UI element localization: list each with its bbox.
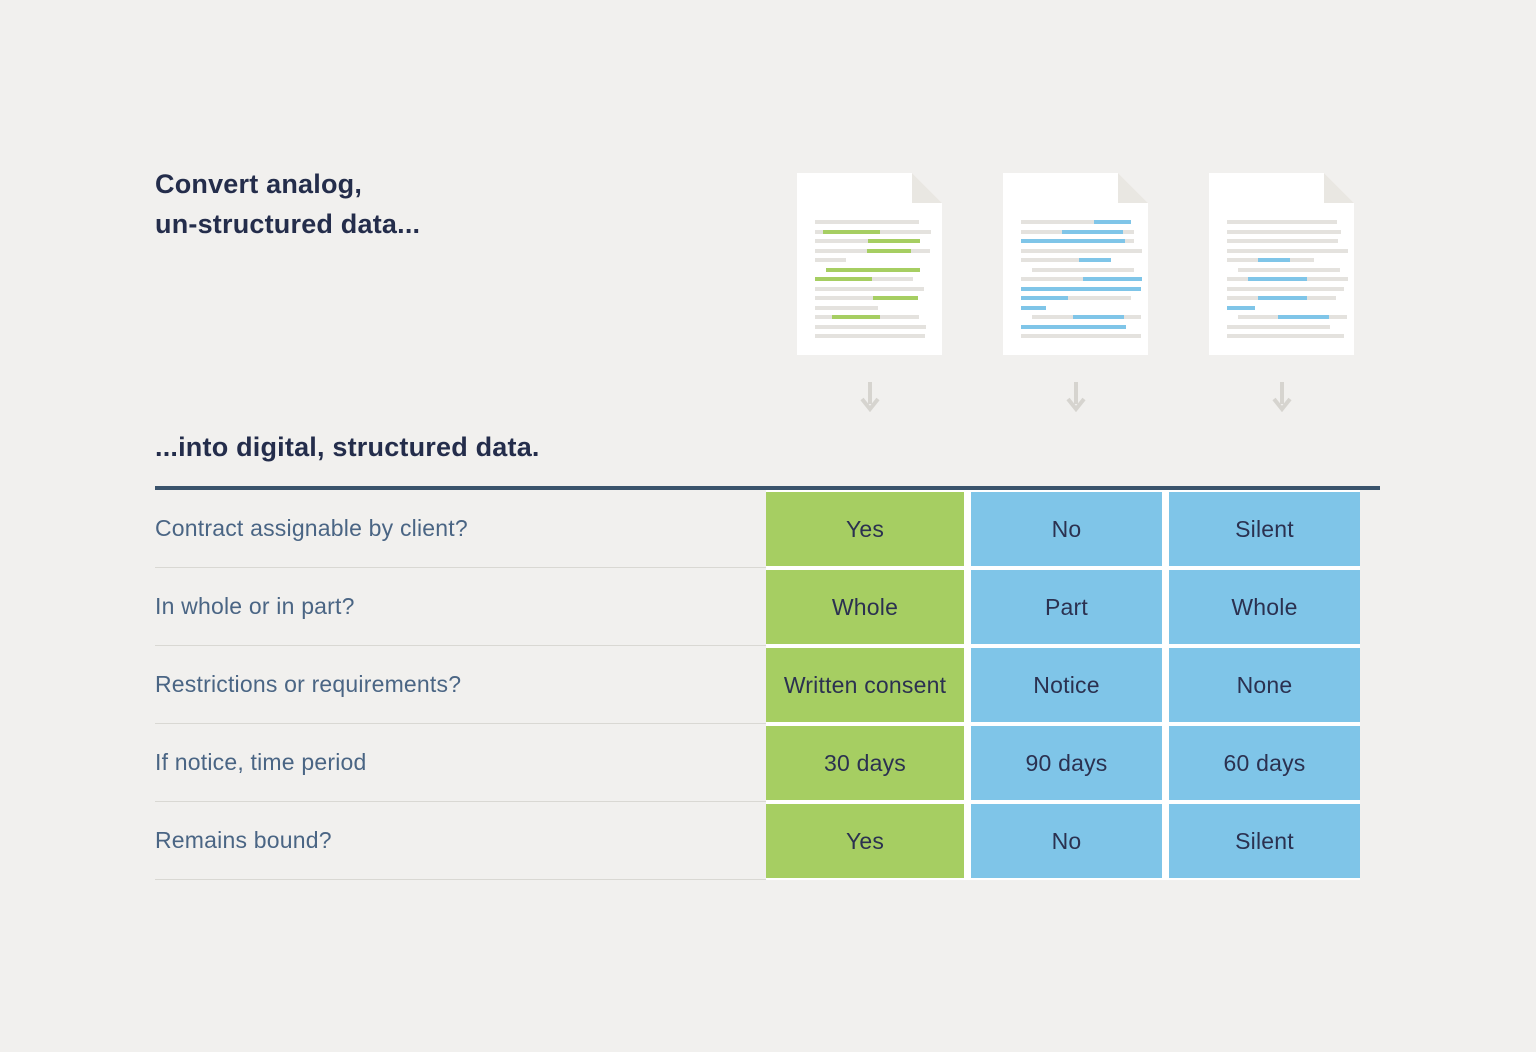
doc-text-line bbox=[1021, 220, 1142, 224]
document-icon bbox=[1003, 173, 1148, 355]
doc-text-line bbox=[1021, 334, 1142, 338]
doc-text-line bbox=[1021, 305, 1142, 310]
table-cell: None bbox=[1162, 646, 1360, 724]
doc-text-line bbox=[1227, 258, 1348, 262]
doc-text-line bbox=[815, 239, 936, 243]
heading-analog: Convert analog, un-structured data... bbox=[155, 164, 420, 244]
doc-text-line bbox=[1227, 267, 1348, 272]
doc-text-line bbox=[815, 305, 936, 310]
doc-text-line bbox=[815, 296, 936, 300]
table-row: In whole or in part? Whole Part Whole bbox=[155, 568, 1380, 646]
doc-text-line bbox=[815, 277, 936, 281]
doc-text-line bbox=[1021, 286, 1142, 291]
down-arrow-icon bbox=[1209, 380, 1354, 412]
doc-text-line bbox=[1227, 296, 1348, 300]
table-cell: 90 days bbox=[964, 724, 1162, 802]
doc-text-line bbox=[1021, 324, 1142, 329]
doc-text-line bbox=[815, 220, 936, 224]
doc-text-line bbox=[1021, 315, 1142, 319]
row-label: Remains bound? bbox=[155, 802, 766, 880]
row-label: Restrictions or requirements? bbox=[155, 646, 766, 724]
doc-text-line bbox=[1021, 248, 1142, 253]
heading-analog-line2: un-structured data... bbox=[155, 209, 421, 239]
row-label: In whole or in part? bbox=[155, 568, 766, 646]
doc-text-line bbox=[1227, 334, 1348, 338]
table-cell: No bbox=[964, 490, 1162, 568]
heading-digital: ...into digital, structured data. bbox=[155, 432, 540, 462]
doc-text-line bbox=[1227, 229, 1348, 234]
doc-text-line bbox=[1021, 277, 1142, 281]
table-row: Remains bound? Yes No Silent bbox=[155, 802, 1380, 880]
table-cell: Yes bbox=[766, 490, 964, 568]
table-cell: Yes bbox=[766, 802, 964, 880]
table-cell: Silent bbox=[1162, 802, 1360, 880]
table-cell: 60 days bbox=[1162, 724, 1360, 802]
comparison-table-body: Contract assignable by client? Yes No Silen… bbox=[155, 490, 1380, 880]
arrows-strip bbox=[797, 380, 1354, 412]
table-cell: Whole bbox=[766, 568, 964, 646]
doc-text-line bbox=[815, 258, 936, 262]
down-arrow-icon bbox=[797, 380, 942, 412]
doc-text-line bbox=[815, 315, 936, 319]
doc-text-line bbox=[815, 334, 936, 338]
doc-text-line bbox=[1021, 296, 1142, 300]
doc-text-line bbox=[1227, 315, 1348, 319]
table-row: Restrictions or requirements? Written con… bbox=[155, 646, 1380, 724]
doc-text-line bbox=[1227, 277, 1348, 281]
doc-text-line bbox=[1227, 239, 1348, 243]
doc-text-line bbox=[1227, 286, 1348, 291]
doc-text-line bbox=[1021, 258, 1142, 262]
doc-text-line bbox=[815, 267, 936, 272]
doc-text-line bbox=[815, 286, 936, 291]
doc-text-line bbox=[1021, 239, 1142, 243]
doc-text-line bbox=[815, 229, 936, 234]
table-row: Contract assignable by client? Yes No Silen… bbox=[155, 490, 1380, 568]
table-cell: Notice bbox=[964, 646, 1162, 724]
doc-text-line bbox=[1021, 267, 1142, 272]
table-cell: Written consent bbox=[766, 646, 964, 724]
doc-text-line bbox=[815, 324, 936, 329]
down-arrow-icon bbox=[1003, 380, 1148, 412]
row-label: If notice, time period bbox=[155, 724, 766, 802]
doc-text-line bbox=[1227, 324, 1348, 329]
document-icon bbox=[1209, 173, 1354, 355]
table-cell: Silent bbox=[1162, 490, 1360, 568]
documents-strip bbox=[797, 173, 1354, 355]
doc-text-line bbox=[1021, 229, 1142, 234]
table-cell: No bbox=[964, 802, 1162, 880]
table-cell: Whole bbox=[1162, 568, 1360, 646]
doc-text-line bbox=[1227, 220, 1348, 224]
table-cell: Part bbox=[964, 568, 1162, 646]
doc-text-line bbox=[815, 248, 936, 253]
table-top-border bbox=[155, 486, 1380, 490]
document-icon bbox=[797, 173, 942, 355]
doc-text-line bbox=[1227, 305, 1348, 310]
table-row: If notice, time period 30 days 90 days 60 d… bbox=[155, 724, 1380, 802]
heading-analog-line1: Convert analog, bbox=[155, 169, 363, 199]
doc-text-line bbox=[1227, 248, 1348, 253]
row-label: Contract assignable by client? bbox=[155, 490, 766, 568]
comparison-table: Contract assignable by client? Yes No Silen… bbox=[155, 486, 1380, 880]
table-cell: 30 days bbox=[766, 724, 964, 802]
